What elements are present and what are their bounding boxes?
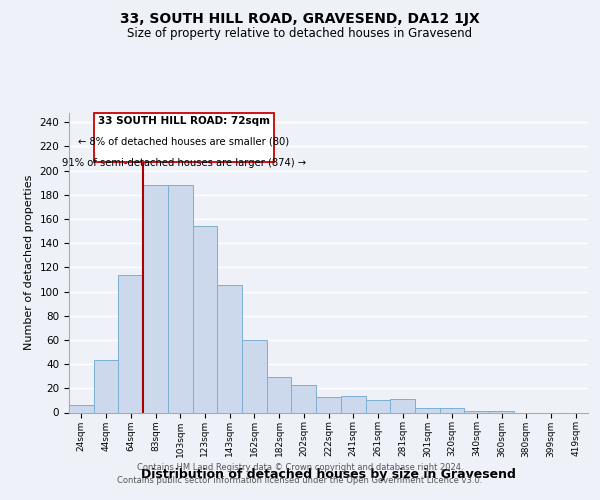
X-axis label: Distribution of detached houses by size in Gravesend: Distribution of detached houses by size … [141, 468, 516, 480]
Bar [94, 360, 118, 412]
Bar [390, 399, 415, 412]
Bar [415, 408, 440, 412]
Bar [242, 340, 267, 412]
Bar [267, 378, 292, 412]
Text: 33 SOUTH HILL ROAD: 72sqm: 33 SOUTH HILL ROAD: 72sqm [98, 116, 270, 126]
FancyBboxPatch shape [94, 112, 274, 162]
Text: Size of property relative to detached houses in Gravesend: Size of property relative to detached ho… [127, 28, 473, 40]
Text: ← 8% of detached houses are smaller (80): ← 8% of detached houses are smaller (80) [79, 136, 289, 146]
Text: Contains public sector information licensed under the Open Government Licence v3: Contains public sector information licen… [118, 476, 482, 485]
Bar [193, 226, 217, 412]
Bar [118, 274, 143, 412]
Bar [341, 396, 365, 412]
Bar [365, 400, 390, 412]
Bar [316, 397, 341, 412]
Bar [69, 405, 94, 412]
Bar [440, 408, 464, 412]
Text: 91% of semi-detached houses are larger (874) →: 91% of semi-detached houses are larger (… [62, 158, 306, 168]
Text: 33, SOUTH HILL ROAD, GRAVESEND, DA12 1JX: 33, SOUTH HILL ROAD, GRAVESEND, DA12 1JX [120, 12, 480, 26]
Bar [292, 384, 316, 412]
Bar [168, 185, 193, 412]
Text: Contains HM Land Registry data © Crown copyright and database right 2024.: Contains HM Land Registry data © Crown c… [137, 464, 463, 472]
Bar [217, 286, 242, 412]
Bar [143, 185, 168, 412]
Y-axis label: Number of detached properties: Number of detached properties [24, 175, 34, 350]
